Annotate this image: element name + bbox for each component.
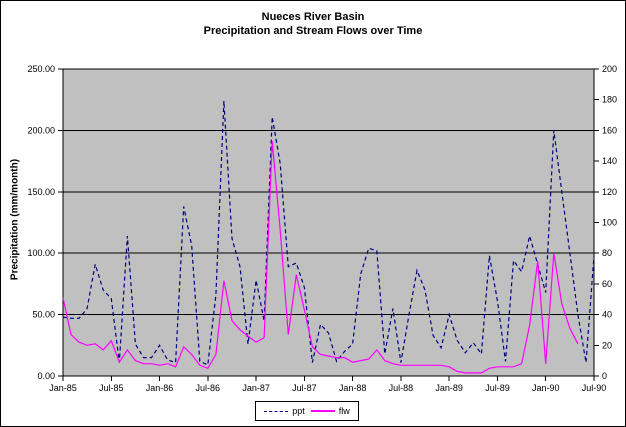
right-axis-label: 0 bbox=[602, 371, 607, 381]
x-axis-label: Jul-85 bbox=[99, 383, 124, 393]
ppt-line-sample-icon bbox=[264, 410, 289, 412]
x-axis-label: Jul-88 bbox=[389, 383, 414, 393]
left-axis-label: 0.00 bbox=[37, 371, 55, 381]
flw-line bbox=[62, 141, 579, 374]
chart-title: Nueces River Basin bbox=[261, 11, 365, 23]
right-axis-label: 160 bbox=[602, 125, 617, 135]
legend-label-flw: flw bbox=[338, 406, 350, 416]
right-axis-label: 200 bbox=[602, 64, 617, 74]
x-axis-label: Jan-85 bbox=[49, 383, 77, 393]
chart-subtitle: Precipitation and Stream Flows over Time bbox=[203, 25, 423, 37]
left-axis-label: 150.00 bbox=[27, 187, 55, 197]
legend: ppt flw bbox=[255, 401, 359, 421]
right-axis-label: 120 bbox=[602, 187, 617, 197]
right-axis-label: 20 bbox=[602, 340, 612, 350]
ppt-line bbox=[62, 100, 595, 366]
x-axis-label: Jan-88 bbox=[339, 383, 367, 393]
x-axis-label: Jul-90 bbox=[582, 383, 607, 393]
right-axis-label: 80 bbox=[602, 248, 612, 258]
plot-border bbox=[62, 68, 595, 377]
legend-item-flw: flw bbox=[310, 406, 350, 416]
left-axis-label: 100.00 bbox=[27, 248, 55, 258]
legend-label-ppt: ppt bbox=[292, 406, 305, 416]
right-axis-label: 140 bbox=[602, 156, 617, 166]
left-axis-label: 250.00 bbox=[27, 64, 55, 74]
legend-item-ppt: ppt bbox=[264, 406, 305, 416]
right-axis-label: 60 bbox=[602, 279, 612, 289]
right-axis-label: 40 bbox=[602, 310, 612, 320]
x-axis-label: Jan-87 bbox=[242, 383, 270, 393]
left-axis-label: 200.00 bbox=[27, 125, 55, 135]
flw-line-sample-icon bbox=[310, 410, 335, 412]
x-axis-label: Jan-89 bbox=[435, 383, 463, 393]
left-axis-label: 50.00 bbox=[32, 310, 55, 320]
x-axis-label: Jan-90 bbox=[532, 383, 560, 393]
right-axis-label: 100 bbox=[602, 218, 617, 228]
x-axis-label: Jan-86 bbox=[146, 383, 174, 393]
chart-title-block: Nueces River Basin Precipitation and Str… bbox=[1, 10, 625, 38]
x-axis-label: Jul-87 bbox=[292, 383, 317, 393]
x-axis-label: Jul-89 bbox=[485, 383, 510, 393]
right-axis-label: 180 bbox=[602, 95, 617, 105]
plot-background bbox=[63, 69, 594, 376]
x-axis-label: Jul-86 bbox=[196, 383, 221, 393]
